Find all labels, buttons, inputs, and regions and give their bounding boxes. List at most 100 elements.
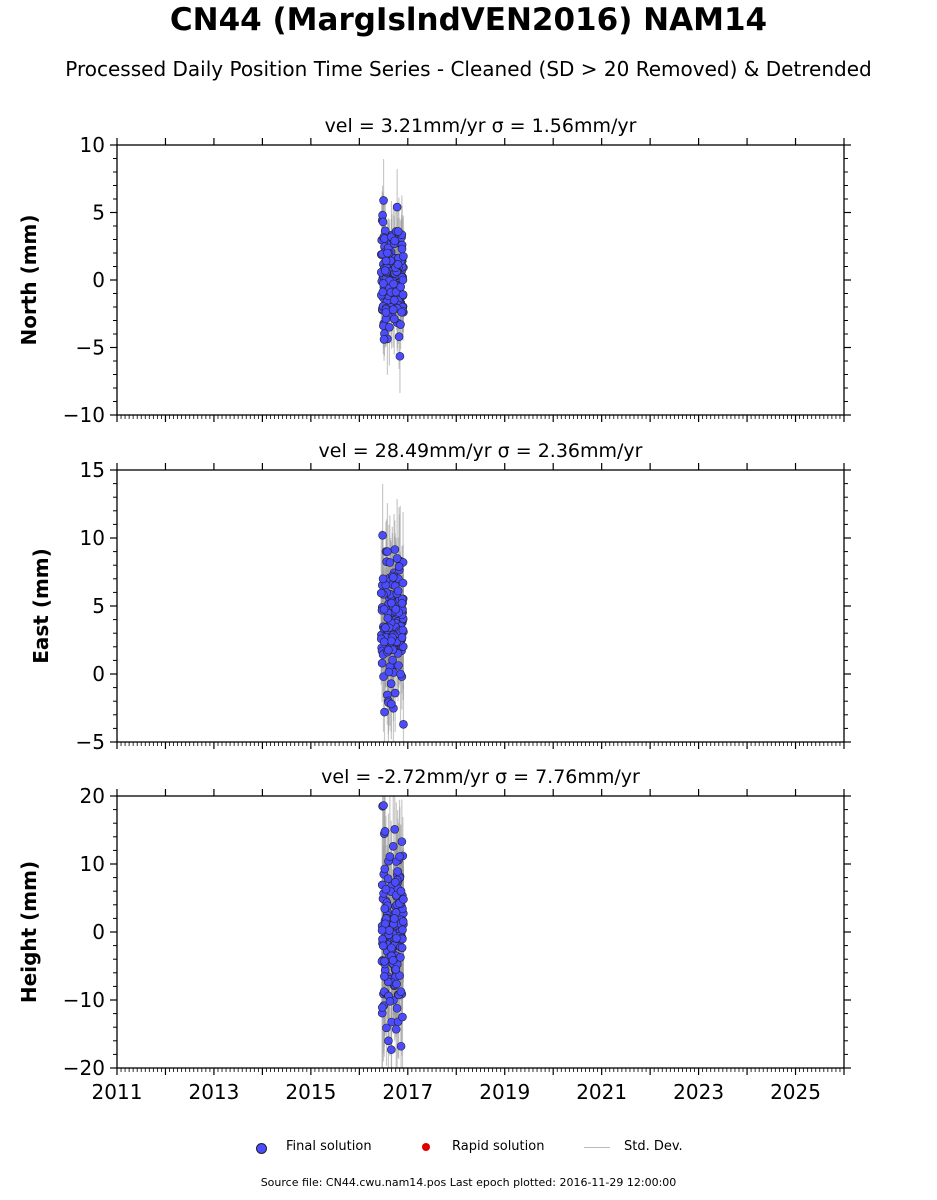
y-tick-label: −10 xyxy=(63,988,105,1012)
data-point xyxy=(378,217,388,227)
data-point xyxy=(391,965,401,974)
data-point xyxy=(390,825,400,834)
data-point xyxy=(377,1003,387,1012)
y-tick-label: −5 xyxy=(76,730,105,754)
data-point xyxy=(394,562,404,571)
chart-title: CN44 (MargIslndVEN2016) NAM14 xyxy=(169,2,768,38)
data-point xyxy=(396,669,405,679)
data-point xyxy=(380,827,390,836)
data-point xyxy=(395,852,404,861)
data-point xyxy=(380,266,390,275)
daily-points xyxy=(376,530,408,729)
y-tick-label: 5 xyxy=(92,201,105,225)
data-point xyxy=(389,314,399,324)
data-point xyxy=(397,633,407,642)
data-point xyxy=(383,874,393,883)
axes-frame xyxy=(116,144,845,416)
data-point xyxy=(390,545,400,554)
data-point xyxy=(379,196,388,205)
data-point xyxy=(396,1041,406,1051)
data-point xyxy=(387,1045,396,1054)
y-axis-label: North (mm) xyxy=(17,214,41,345)
data-point xyxy=(385,997,395,1006)
data-point xyxy=(378,287,388,297)
data-point xyxy=(391,1024,401,1034)
data-point xyxy=(380,904,390,913)
data-point xyxy=(393,260,403,269)
data-point xyxy=(398,1012,407,1022)
data-point xyxy=(379,604,389,614)
data-point xyxy=(384,667,394,677)
y-tick-label: 0 xyxy=(92,662,105,686)
legend: Final solution Rapid solution Std. Dev. xyxy=(0,1138,937,1158)
data-point xyxy=(384,645,393,655)
y-tick-label: −5 xyxy=(76,336,105,360)
y-axis-label: East (mm) xyxy=(29,548,53,664)
data-point xyxy=(386,679,396,689)
data-point xyxy=(384,1036,393,1046)
x-tick-label: 2015 xyxy=(285,1080,336,1104)
data-point xyxy=(385,926,394,935)
y-tick-label: 0 xyxy=(92,268,105,292)
data-point xyxy=(378,574,388,584)
data-point xyxy=(383,613,393,623)
data-point xyxy=(394,332,404,342)
x-tick-label: 2011 xyxy=(92,1080,143,1104)
data-point xyxy=(397,943,407,953)
y-tick-label: −20 xyxy=(63,1056,105,1080)
data-point xyxy=(396,953,405,962)
y-tick-label: −10 xyxy=(63,403,105,427)
data-point xyxy=(393,586,403,596)
axes-frame xyxy=(116,795,845,1069)
data-point xyxy=(376,588,386,598)
panel-title: vel = -2.72mm/yr σ = 7.76mm/yr xyxy=(321,766,640,788)
data-point xyxy=(390,236,400,246)
data-point xyxy=(381,308,391,317)
data-point xyxy=(391,604,401,614)
y-tick-label: 10 xyxy=(80,133,105,157)
data-point xyxy=(390,914,399,923)
daily-points xyxy=(376,196,408,361)
panel-2: vel = 28.49mm/yr σ = 2.36mm/yr East (mm) −… xyxy=(29,440,851,754)
data-point xyxy=(393,867,402,876)
data-point xyxy=(391,877,400,887)
y-axis-label: Height (mm) xyxy=(17,861,41,1003)
data-point xyxy=(388,655,397,665)
rapid-solution-marker-icon xyxy=(422,1143,430,1151)
std-dev-line-icon xyxy=(584,1147,610,1148)
data-point xyxy=(381,623,390,632)
x-tick-label: 2023 xyxy=(673,1080,724,1104)
y-tick-label: 10 xyxy=(80,526,105,550)
data-point xyxy=(394,661,403,670)
x-tick-label: 2019 xyxy=(479,1080,530,1104)
data-point xyxy=(380,707,389,717)
data-point xyxy=(377,926,387,935)
data-point xyxy=(388,842,398,851)
data-point xyxy=(399,251,408,261)
data-point xyxy=(377,658,387,668)
data-point xyxy=(379,335,389,344)
x-tick-label: 2017 xyxy=(382,1080,433,1104)
data-point xyxy=(399,895,408,904)
x-tick-label: 2021 xyxy=(576,1080,627,1104)
data-point xyxy=(387,598,396,608)
panel-title: vel = 28.49mm/yr σ = 2.36mm/yr xyxy=(319,440,643,462)
data-point xyxy=(399,720,408,729)
data-point xyxy=(382,1023,391,1033)
source-footer: Source file: CN44.cwu.nam14.pos Last epo… xyxy=(260,1176,677,1189)
data-point xyxy=(378,530,387,540)
data-point xyxy=(398,917,408,926)
data-point xyxy=(389,279,398,289)
daily-points xyxy=(377,801,408,1054)
data-point xyxy=(381,884,391,894)
legend-rapid-label: Rapid solution xyxy=(452,1139,545,1154)
data-point xyxy=(397,837,407,846)
data-point xyxy=(379,801,388,810)
data-point xyxy=(378,941,388,951)
data-point xyxy=(397,307,406,317)
legend-final-label: Final solution xyxy=(286,1139,372,1154)
data-point xyxy=(397,244,407,254)
data-point xyxy=(392,979,401,989)
data-point xyxy=(385,558,395,567)
data-point xyxy=(388,573,398,582)
